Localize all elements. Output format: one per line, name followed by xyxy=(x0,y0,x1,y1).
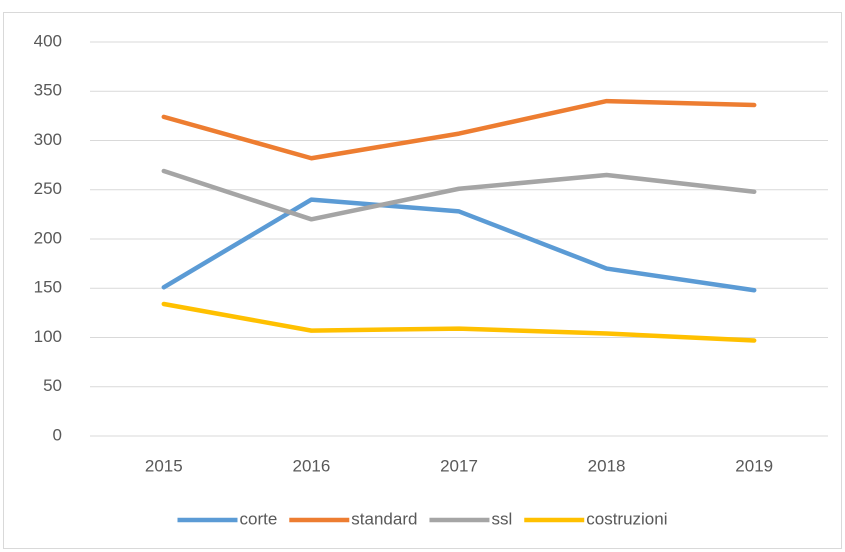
y-tick-label: 100 xyxy=(34,327,62,346)
series-line xyxy=(161,301,757,343)
x-tick-label: 2017 xyxy=(440,456,478,475)
series-line xyxy=(161,197,757,293)
x-tick-label: 2016 xyxy=(292,456,330,475)
legend-label: corte xyxy=(239,509,277,528)
x-tick-label: 2018 xyxy=(588,456,626,475)
y-tick-label: 350 xyxy=(34,81,62,100)
y-tick-label: 150 xyxy=(34,278,62,297)
y-tick-label: 200 xyxy=(34,228,62,247)
series-line xyxy=(161,168,757,222)
x-tick-label: 2015 xyxy=(145,456,183,475)
y-tick-label: 250 xyxy=(34,179,62,198)
legend-label: standard xyxy=(351,509,417,528)
chart-frame xyxy=(3,12,842,549)
y-tick-label: 300 xyxy=(34,130,62,149)
x-tick-label: 2019 xyxy=(735,456,773,475)
legend-label: ssl xyxy=(491,509,512,528)
y-tick-label: 50 xyxy=(43,376,62,395)
series-line xyxy=(161,98,757,161)
y-tick-label: 0 xyxy=(53,425,62,444)
legend-label: costruzioni xyxy=(586,509,667,528)
y-tick-label: 400 xyxy=(34,31,62,50)
